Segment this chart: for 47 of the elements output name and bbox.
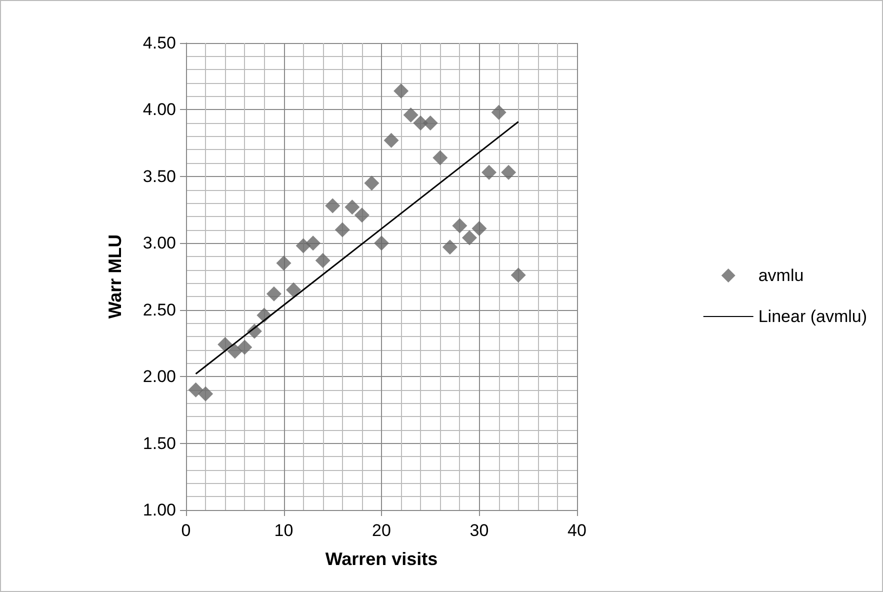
point	[452, 218, 468, 234]
y-tick-label: 4.50	[142, 34, 176, 52]
x-axis-title: Warren visits	[325, 549, 438, 569]
point	[374, 236, 389, 251]
point	[218, 337, 233, 352]
point	[296, 238, 311, 254]
point	[237, 340, 252, 355]
point	[462, 230, 477, 246]
point	[315, 252, 330, 268]
point	[442, 240, 458, 255]
point	[510, 268, 526, 283]
y-tick-label: 1.00	[142, 500, 176, 520]
legend-label: avmlu	[758, 266, 804, 285]
point	[364, 176, 380, 191]
y-tick-label: 2.50	[142, 300, 176, 320]
point	[354, 208, 370, 223]
point	[188, 382, 204, 398]
point	[491, 104, 506, 120]
x-tick-label: 0	[181, 521, 191, 540]
x-tick-label: 30	[470, 521, 489, 540]
point	[334, 222, 350, 238]
x-tick-label: 40	[568, 521, 586, 540]
point	[422, 116, 438, 131]
x-tick-label: 10	[274, 521, 294, 540]
point	[482, 164, 497, 180]
point	[403, 108, 418, 123]
point	[394, 84, 409, 99]
y-tick-label: 3.50	[142, 166, 176, 186]
y-tick-label: 2.00	[142, 367, 176, 386]
point	[198, 386, 214, 402]
point	[276, 256, 292, 271]
y-tick-label: 4.00	[142, 100, 176, 120]
point	[266, 286, 282, 302]
point	[432, 150, 448, 166]
point	[286, 282, 302, 298]
point	[472, 220, 487, 236]
point	[384, 132, 399, 148]
y-axis-title: Warr MLU	[105, 234, 125, 319]
x-tick-label: 20	[372, 521, 391, 540]
point	[325, 198, 340, 214]
point	[501, 164, 516, 180]
y-tick-label: 1.50	[142, 434, 176, 453]
legend-label: Linear (avmlu)	[758, 307, 868, 326]
point	[227, 344, 242, 359]
y-tick-label: 3.00	[142, 234, 176, 253]
point	[306, 236, 321, 251]
point	[344, 200, 360, 215]
